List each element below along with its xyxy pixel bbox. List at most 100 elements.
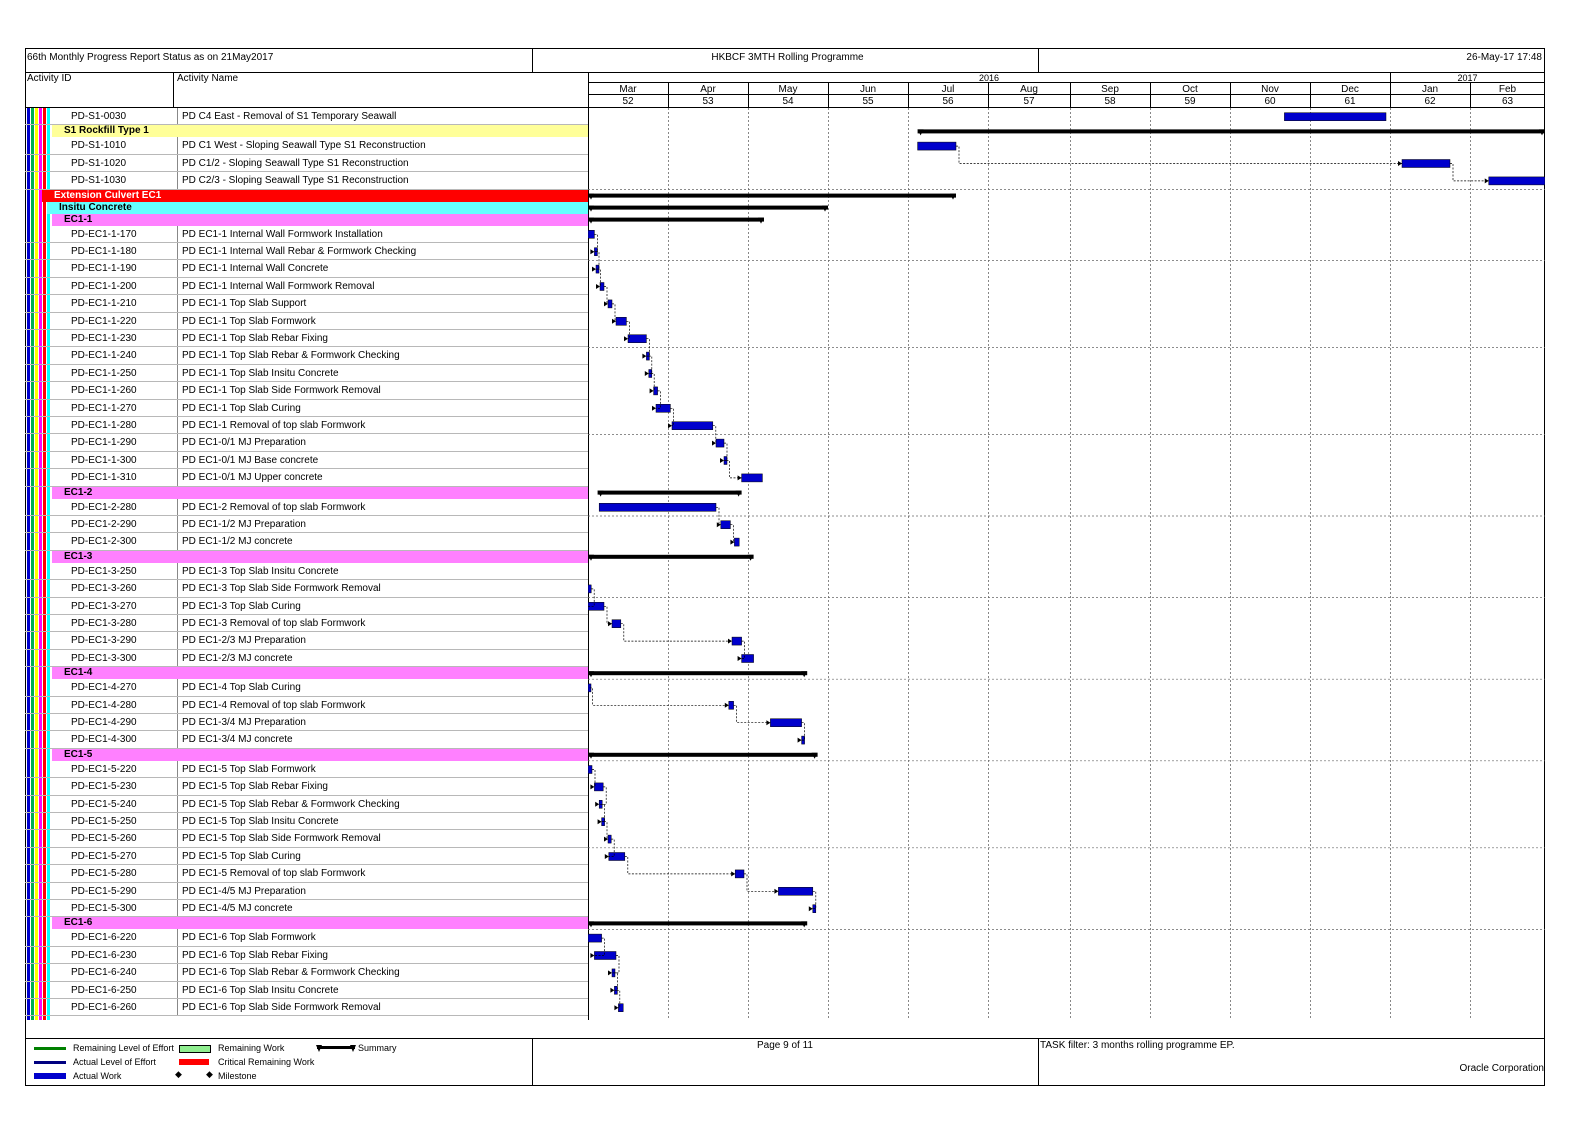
activity-id: PD-EC1-1-250 <box>71 367 137 379</box>
activity-bar <box>594 782 604 792</box>
activity-row[interactable]: PD-S1-1030 PD C2/3 - Sloping Seawall Type… <box>25 172 588 190</box>
activity-row[interactable]: PD-EC1-5-290 PD EC1-4/5 MJ Preparation <box>25 882 588 900</box>
column-header-activity-id[interactable]: Activity ID <box>27 73 72 84</box>
wbs-group-header[interactable]: EC1-1 <box>52 213 588 226</box>
activity-id: PD-S1-0030 <box>71 111 127 122</box>
activity-row[interactable]: PD-EC1-2-300 PD EC1-1/2 MJ concrete <box>25 533 588 551</box>
activity-row[interactable]: PD-EC1-6-260 PD EC1-6 Top Slab Side Formw… <box>25 999 588 1017</box>
wbs-group-header[interactable]: EC1-5 <box>52 748 588 761</box>
activity-id: PD-EC1-5-240 <box>71 798 137 810</box>
activity-name: PD EC1-1 Top Slab Curing <box>177 399 587 416</box>
activity-row[interactable]: PD-EC1-1-280 PD EC1-1 Removal of top slab… <box>25 417 588 435</box>
legend-label: Critical Remaining Work <box>218 1057 315 1067</box>
activity-row[interactable]: PD-EC1-3-260 PD EC1-3 Top Slab Side Formw… <box>25 580 588 598</box>
activity-row[interactable]: PD-EC1-5-250 PD EC1-5 Top Slab Insitu Con… <box>25 813 588 831</box>
activity-name: PD EC1-5 Top Slab Formwork <box>177 760 587 778</box>
activity-row[interactable]: PD-S1-1010 PD C1 West - Sloping Seawall T… <box>25 137 588 155</box>
activity-id: PD-EC1-1-210 <box>71 298 137 310</box>
activity-row[interactable]: PD-EC1-1-260 PD EC1-1 Top Slab Side Formw… <box>25 382 588 400</box>
dependency-arrow <box>644 371 649 376</box>
dependency-line <box>604 605 612 625</box>
activity-name: PD EC1-0/1 MJ Base concrete <box>177 451 587 469</box>
activity-row[interactable]: PD-EC1-1-310 PD EC1-0/1 MJ Upper concrete <box>25 469 588 487</box>
summary-bar-end <box>735 490 742 497</box>
activity-bar <box>594 951 617 960</box>
activity-name: PD EC1-5 Top Slab Rebar Fixing <box>177 778 587 795</box>
activity-row[interactable]: PD-EC1-1-230 PD EC1-1 Top Slab Rebar Fixi… <box>25 330 588 348</box>
wbs-group-header[interactable]: EC1-6 <box>52 917 588 930</box>
activity-row[interactable]: PD-EC1-6-240 PD EC1-6 Top Slab Rebar & Fo… <box>25 964 588 982</box>
activity-row[interactable]: PD-EC1-1-300 PD EC1-0/1 MJ Base concrete <box>25 451 588 470</box>
activity-row[interactable]: PD-EC1-1-170 PD EC1-1 Internal Wall Formw… <box>25 225 588 243</box>
activity-row[interactable]: PD-EC1-3-300 PD EC1-2/3 MJ concrete <box>25 649 588 668</box>
dependency-arrow <box>624 336 628 342</box>
company-name: Oracle Corporation <box>1459 1063 1544 1074</box>
week-label: 53 <box>702 96 714 107</box>
dependency-arrow <box>604 301 608 307</box>
wbs-group-header[interactable]: EC1-2 <box>52 486 588 499</box>
week-label: 59 <box>1184 96 1196 107</box>
activity-row[interactable]: PD-EC1-6-220 PD EC1-6 Top Slab Formwork <box>25 929 588 947</box>
activity-row[interactable]: PD-EC1-6-230 PD EC1-6 Top Slab Rebar Fixi… <box>25 946 588 965</box>
dependency-line <box>597 268 601 287</box>
week-label: 61 <box>1344 96 1356 107</box>
activity-row[interactable]: PD-EC1-2-290 PD EC1-1/2 MJ Preparation <box>25 516 588 534</box>
activity-row[interactable]: PD-S1-1020 PD C1/2 - Sloping Seawall Type… <box>25 154 588 173</box>
activity-name: PD EC1-1 Top Slab Support <box>177 295 587 312</box>
dependency-arrow <box>1484 178 1489 184</box>
column-header-activity-name[interactable]: Activity Name <box>177 73 239 84</box>
dependency-arrow <box>774 888 779 894</box>
wbs-group-header[interactable]: Extension Culvert EC1 <box>42 189 588 202</box>
activity-row[interactable]: PD-EC1-3-270 PD EC1-3 Top Slab Curing <box>25 597 588 615</box>
activity-row[interactable]: PD-EC1-3-290 PD EC1-2/3 MJ Preparation <box>25 632 588 650</box>
month-label: Jun <box>860 84 876 95</box>
dependency-arrow <box>724 702 729 708</box>
activity-row[interactable]: PD-EC1-1-290 PD EC1-0/1 MJ Preparation <box>25 434 588 452</box>
activity-row[interactable]: PD-EC1-1-240 PD EC1-1 Top Slab Rebar & Fo… <box>25 347 588 365</box>
activity-row[interactable]: PD-EC1-1-270 PD EC1-1 Top Slab Curing <box>25 399 588 417</box>
activity-name: PD EC1-5 Top Slab Insitu Concrete <box>177 813 587 830</box>
activity-row[interactable]: PD-EC1-4-280 PD EC1-4 Removal of top slab… <box>25 696 588 714</box>
wbs-group-header[interactable]: EC1-3 <box>52 550 588 563</box>
activity-row[interactable]: PD-EC1-1-210 PD EC1-1 Top Slab Support <box>25 295 588 313</box>
activity-row[interactable]: PD-EC1-3-280 PD EC1-3 Removal of top slab… <box>25 615 588 633</box>
activity-row[interactable]: PD-EC1-1-200 PD EC1-1 Internal Wall Formw… <box>25 277 588 296</box>
activity-row[interactable]: PD-EC1-2-280 PD EC1-2 Removal of top slab… <box>25 498 588 516</box>
activity-row[interactable]: PD-EC1-5-230 PD EC1-5 Top Slab Rebar Fixi… <box>25 778 588 796</box>
wbs-group-header[interactable]: EC1-4 <box>52 667 588 680</box>
activity-row[interactable]: PD-EC1-6-250 PD EC1-6 Top Slab Insitu Con… <box>25 981 588 999</box>
dependency-arrow <box>716 522 721 528</box>
activity-row[interactable]: PD-EC1-3-250 PD EC1-3 Top Slab Insitu Con… <box>25 562 588 581</box>
activity-bar <box>611 619 622 628</box>
activity-name: PD EC1-4/5 MJ Preparation <box>177 882 587 899</box>
activity-row[interactable]: PD-EC1-5-220 PD EC1-5 Top Slab Formwork <box>25 760 588 779</box>
activity-row[interactable]: PD-EC1-1-180 PD EC1-1 Internal Wall Rebar… <box>25 243 588 261</box>
activity-row[interactable]: PD-EC1-4-300 PD EC1-3/4 MJ concrete <box>25 731 588 749</box>
activity-row[interactable]: PD-EC1-5-300 PD EC1-4/5 MJ concrete <box>25 900 588 918</box>
activity-id: PD-EC1-1-290 <box>71 437 137 449</box>
activity-row[interactable]: PD-EC1-5-240 PD EC1-5 Top Slab Rebar & Fo… <box>25 795 588 813</box>
summary-bar <box>588 193 956 198</box>
wbs-group-header[interactable]: S1 Rockfill Type 1 <box>52 125 588 138</box>
activity-id: PD-EC1-5-230 <box>71 781 137 793</box>
activity-id: PD-EC1-4-290 <box>71 717 137 728</box>
summary-bar <box>588 205 828 210</box>
activity-id: PD-EC1-1-280 <box>71 420 137 431</box>
activity-row[interactable]: PD-EC1-4-290 PD EC1-3/4 MJ Preparation <box>25 714 588 732</box>
activity-row[interactable]: PD-EC1-1-190 PD EC1-1 Internal Wall Concr… <box>25 260 588 278</box>
activity-name: PD EC1-3 Top Slab Insitu Concrete <box>177 562 587 580</box>
activity-row[interactable]: PD-EC1-5-270 PD EC1-5 Top Slab Curing <box>25 847 588 866</box>
activity-row[interactable]: PD-EC1-1-220 PD EC1-1 Top Slab Formwork <box>25 312 588 330</box>
activity-row[interactable]: PD-S1-0030 PD C4 East - Removal of S1 Tem… <box>25 108 588 126</box>
activity-row[interactable]: PD-EC1-5-260 PD EC1-5 Top Slab Side Formw… <box>25 830 588 848</box>
activity-bar <box>598 503 717 512</box>
activity-row[interactable]: PD-EC1-4-270 PD EC1-4 Top Slab Curing <box>25 679 588 697</box>
activity-id: PD-EC1-5-260 <box>71 833 137 845</box>
wbs-group-header[interactable]: Insitu Concrete <box>47 201 588 214</box>
wbs-group-name: EC1-5 <box>64 748 93 760</box>
dependency-arrow <box>590 249 595 255</box>
activity-row[interactable]: PD-EC1-1-250 PD EC1-1 Top Slab Insitu Con… <box>25 364 588 383</box>
summary-bar <box>597 490 742 495</box>
summary-bar <box>588 752 818 757</box>
activity-row[interactable]: PD-EC1-5-280 PD EC1-5 Removal of top slab… <box>25 865 588 883</box>
